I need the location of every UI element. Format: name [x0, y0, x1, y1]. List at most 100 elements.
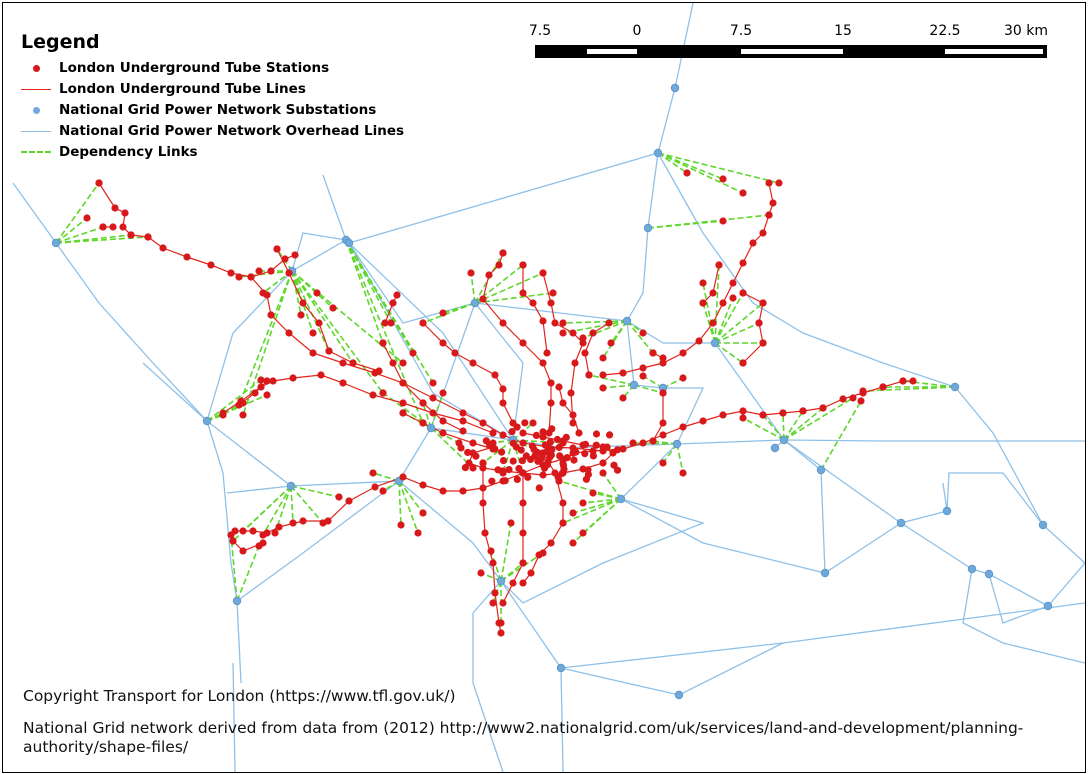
tube-station	[679, 374, 687, 382]
legend-label: London Underground Tube Lines	[59, 80, 306, 97]
tube-station	[769, 199, 777, 207]
overhead-line	[226, 485, 292, 494]
tube-station	[477, 569, 485, 577]
tube-station	[613, 466, 622, 474]
dependency-link	[714, 297, 734, 344]
tube-station	[273, 245, 281, 253]
dependency-link	[291, 270, 354, 364]
tube-station	[479, 499, 487, 507]
tube-station	[315, 319, 323, 327]
tube-station	[459, 427, 467, 435]
tube-station	[563, 454, 571, 462]
tube-line	[422, 322, 514, 424]
tube-station	[659, 354, 667, 362]
tube-station	[485, 271, 493, 279]
tube-line	[602, 182, 774, 376]
overhead-line	[348, 152, 659, 244]
substation	[1043, 601, 1053, 611]
overhead-line	[348, 242, 524, 441]
tube-station	[559, 319, 567, 327]
tube-station	[509, 439, 517, 447]
tube-station	[599, 459, 607, 467]
tube-station	[488, 477, 496, 485]
tube-station	[219, 411, 227, 419]
tube-station	[571, 359, 579, 367]
tube-station	[325, 347, 333, 355]
tube-station	[419, 399, 427, 407]
tube-station	[459, 487, 467, 495]
dependency-link	[291, 270, 384, 394]
tube-station	[379, 487, 387, 495]
dependency-link	[702, 282, 716, 344]
overhead-line	[12, 182, 57, 244]
tube-station	[569, 509, 577, 517]
tube-station	[335, 493, 343, 501]
tube-station	[247, 273, 255, 281]
tube-station	[481, 529, 489, 537]
scale-segment	[945, 49, 1043, 54]
tube-station	[528, 442, 537, 450]
tube-station	[239, 399, 247, 407]
dependency-link	[588, 374, 635, 386]
tube-station	[543, 349, 551, 357]
dependency-link	[430, 427, 460, 444]
tube-station	[399, 399, 407, 407]
tube-station	[556, 452, 564, 460]
tube-station	[227, 531, 235, 539]
tube-station	[749, 239, 757, 247]
tube-station	[729, 279, 737, 287]
tube-station	[519, 439, 527, 447]
substation	[496, 576, 506, 586]
substation	[674, 690, 684, 700]
tube-station	[285, 329, 293, 337]
tube-station	[439, 487, 447, 495]
tube-station	[572, 448, 580, 456]
overhead-line	[560, 667, 564, 772]
scale-label: 30 km	[1003, 23, 1049, 39]
tube-station	[879, 383, 887, 391]
dependency-link	[602, 384, 635, 389]
scale-segment	[587, 49, 637, 54]
overhead-line	[633, 384, 705, 445]
overhead-line	[560, 602, 1085, 669]
tube-station	[459, 409, 467, 417]
tube-station	[459, 417, 467, 425]
tube-station	[619, 394, 627, 402]
tube-station	[559, 329, 567, 337]
tube-station	[461, 464, 469, 472]
substation	[942, 506, 952, 516]
tube-station	[579, 499, 587, 507]
tube-station	[291, 251, 299, 259]
tube-station	[567, 389, 575, 397]
tube-station	[239, 527, 247, 535]
tube-station	[519, 261, 527, 269]
tube-station	[555, 477, 563, 485]
tube-station	[369, 469, 377, 477]
tube-station	[499, 469, 507, 477]
tube-station	[639, 364, 647, 372]
overhead-line	[232, 662, 236, 772]
dependency-link	[482, 439, 514, 464]
substation	[820, 568, 830, 578]
tube-station	[409, 349, 417, 357]
tube-station	[765, 211, 773, 219]
tube-station	[599, 371, 607, 379]
scale-label: 7.5	[729, 23, 753, 39]
tube-station	[899, 377, 907, 385]
tube-station	[683, 169, 691, 177]
tube-station	[719, 299, 727, 307]
tube-station	[518, 457, 527, 465]
tube-station	[659, 359, 667, 367]
tube-station	[381, 319, 389, 327]
overhead-line	[946, 472, 1044, 526]
substation	[202, 416, 212, 426]
tube-station	[289, 519, 297, 527]
tube-station	[548, 425, 556, 433]
tube-station	[582, 475, 591, 483]
overhead-line	[398, 480, 562, 669]
dependency-link	[633, 384, 664, 394]
tube-station	[539, 449, 547, 457]
dependency-link	[55, 182, 100, 244]
substation	[670, 83, 680, 93]
dependency-link	[290, 485, 294, 524]
